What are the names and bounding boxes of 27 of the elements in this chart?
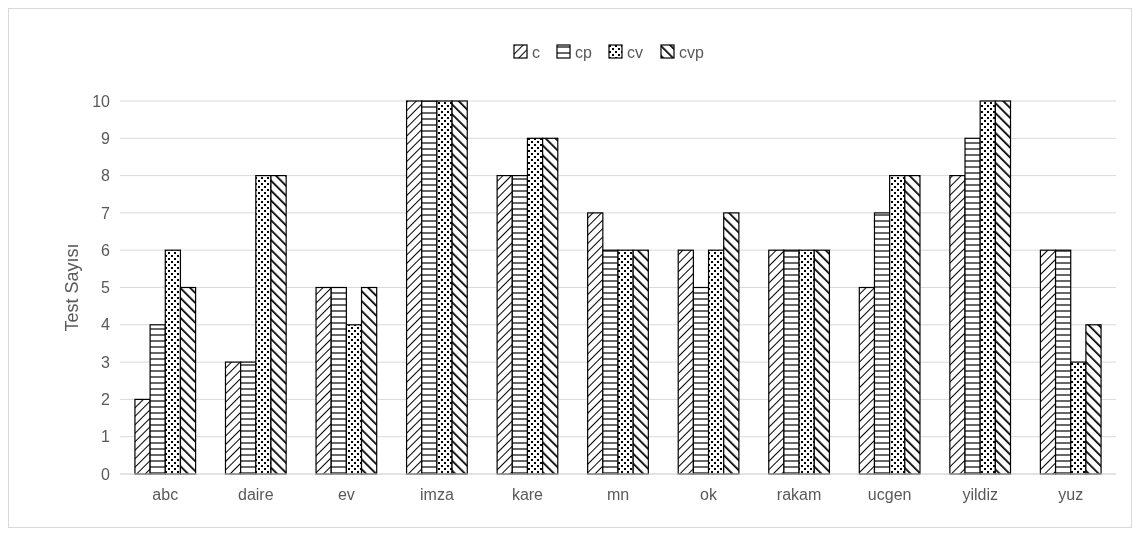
x-tick-label: daire (238, 486, 274, 503)
x-tick-label: yuz (1058, 486, 1084, 503)
x-tick-label: rakam (776, 486, 822, 503)
x-tick-label: ev (337, 486, 355, 503)
y-tick-label: 4 (101, 316, 111, 334)
x-tick-label: ucgen (867, 486, 912, 503)
x-tick-label: kare (511, 486, 544, 503)
y-tick-label: 3 (101, 353, 111, 371)
y-tick-label: 9 (101, 129, 111, 147)
y-tick-label: 7 (101, 204, 111, 222)
y-tick-label: 0 (101, 465, 111, 483)
x-tick-label: abc (152, 486, 179, 503)
y-tick-label: 6 (101, 241, 111, 259)
x-tick-label: yildiz (962, 486, 998, 503)
y-tick-label: 10 (92, 92, 111, 110)
y-tick-label: 1 (101, 428, 111, 446)
x-tick-label: imza (420, 486, 454, 503)
legend-label: cv (627, 43, 643, 61)
legend-label: cp (575, 43, 592, 61)
x-tick-label: mn (606, 486, 630, 503)
y-axis-title: Test Sayısı (62, 243, 82, 332)
y-tick-label: 8 (101, 167, 111, 185)
legend-label: c (532, 43, 540, 61)
x-tick-label: ok (700, 486, 718, 503)
legend-label: cvp (679, 43, 704, 61)
y-tick-label: 5 (101, 279, 111, 297)
y-tick-label: 2 (101, 391, 111, 408)
